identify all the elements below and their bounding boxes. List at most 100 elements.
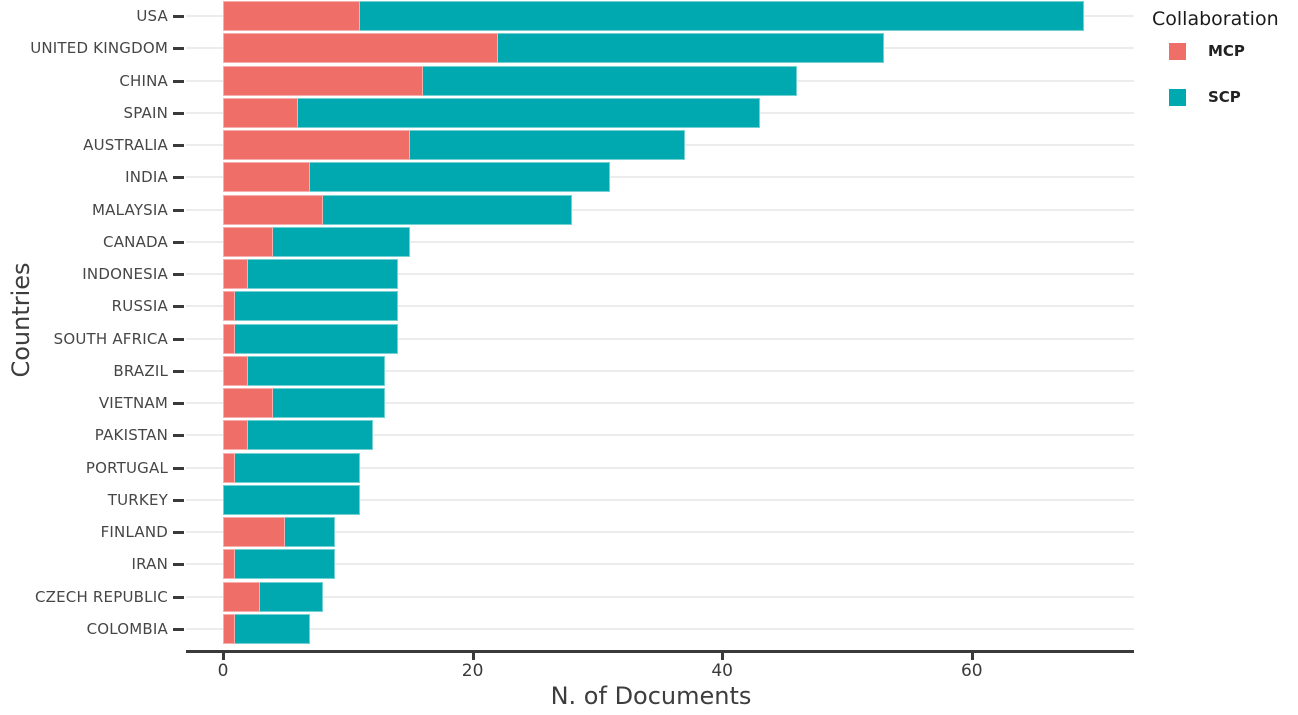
bar-segment-scp [247,420,373,451]
bar-united-kingdom [223,33,885,64]
bar-segment-mcp [223,1,361,31]
category-label: RUSSIA [111,297,168,316]
bar-segment-mcp [223,65,423,96]
y-tick-mark [173,402,184,406]
y-tick-mark [173,240,184,244]
category-axis: USA UNITED KINGDOM CHINA SPAIN AUSTRALIA INDI… [0,0,168,650]
y-tick-mark [173,47,184,51]
y-tick-mark [173,531,184,535]
gridline [186,305,1134,308]
bar-finland [223,517,336,548]
x-tick-mark [970,653,974,660]
gridline [186,466,1134,469]
plot-panel [186,0,1134,650]
bar-segment-mcp [223,388,273,419]
legend-item-mcp: MCP [1152,42,1298,60]
y-tick-mark [173,466,184,470]
bar-segment-mcp [223,194,323,225]
bar-segment-scp [235,291,398,322]
bar-segment-mcp [223,549,236,580]
bar-segment-scp [247,259,398,290]
bar-south-africa [223,323,398,354]
gridline [186,627,1134,630]
bar-usa [223,1,1085,31]
x-tick-mark [721,653,725,660]
category-label: MALAYSIA [92,200,168,219]
bar-india [223,162,610,193]
y-tick-mark [173,337,184,341]
bar-segment-mcp [223,130,411,161]
bar-segment-mcp [223,452,236,483]
bar-segment-mcp [223,33,498,64]
category-label: PAKISTAN [94,426,168,445]
category-label: COLOMBIA [86,619,168,638]
y-tick-mark [173,15,184,18]
category-label: INDONESIA [82,265,168,284]
gridline [186,434,1134,437]
bar-segment-scp [235,452,361,483]
x-tick-label: 40 [711,661,734,681]
category-label: INDIA [125,168,168,187]
bar-portugal [223,452,361,483]
x-tick-mark [471,653,475,660]
bar-segment-mcp [223,517,286,548]
y-tick-mark [173,176,184,180]
bar-segment-mcp [223,291,236,322]
bar-china [223,65,798,96]
bar-malaysia [223,194,573,225]
category-label: AUSTRALIA [83,136,168,155]
x-tick-label: 60 [960,661,983,681]
bar-russia [223,291,398,322]
bar-turkey [223,484,361,515]
bar-segment-scp [297,97,760,128]
bar-segment-mcp [223,613,236,644]
category-label: CZECH REPUBLIC [34,587,168,606]
legend-label-mcp: MCP [1208,42,1245,60]
bar-segment-scp [223,484,361,515]
gridline [186,273,1134,276]
category-label: CHINA [119,71,168,90]
bar-segment-scp [235,549,336,580]
y-tick-mark [173,434,184,438]
x-axis-line [186,650,1134,653]
bar-segment-scp [497,33,885,64]
category-label: SOUTH AFRICA [53,329,168,348]
bar-spain [223,97,760,128]
y-tick-mark [173,111,184,115]
bar-segment-scp [322,194,573,225]
legend: Collaboration MCP SCP [1152,8,1298,134]
bar-canada [223,226,411,257]
mcp-swatch-icon [1169,42,1186,60]
gridline [186,595,1134,598]
x-tick-label: 0 [217,661,229,681]
bar-segment-mcp [223,355,248,386]
category-label: IRAN [131,555,168,574]
gridline [186,369,1134,372]
bar-segment-mcp [223,97,298,128]
legend-title: Collaboration [1152,8,1279,30]
bar-australia [223,130,685,161]
y-tick-mark [173,305,184,309]
bar-segment-mcp [223,259,248,290]
bar-indonesia [223,259,398,290]
gridline [186,563,1134,566]
gridline [186,337,1134,340]
bar-segment-scp [235,323,398,354]
bar-segment-scp [272,388,386,419]
bar-segment-scp [310,162,610,193]
gridline [186,402,1134,405]
bar-segment-scp [410,130,685,161]
y-tick-mark [173,144,184,148]
gridline [186,498,1134,501]
category-label: PORTUGAL [85,458,168,477]
legend-item-scp: SCP [1152,88,1298,106]
category-label: USA [136,7,168,25]
category-label: FINLAND [100,523,168,542]
bar-pakistan [223,420,373,451]
y-tick-mark [173,273,184,277]
y-tick-mark [173,627,184,631]
bar-czech-republic [223,581,323,612]
bar-vietnam [223,388,386,419]
gridline [186,240,1134,243]
